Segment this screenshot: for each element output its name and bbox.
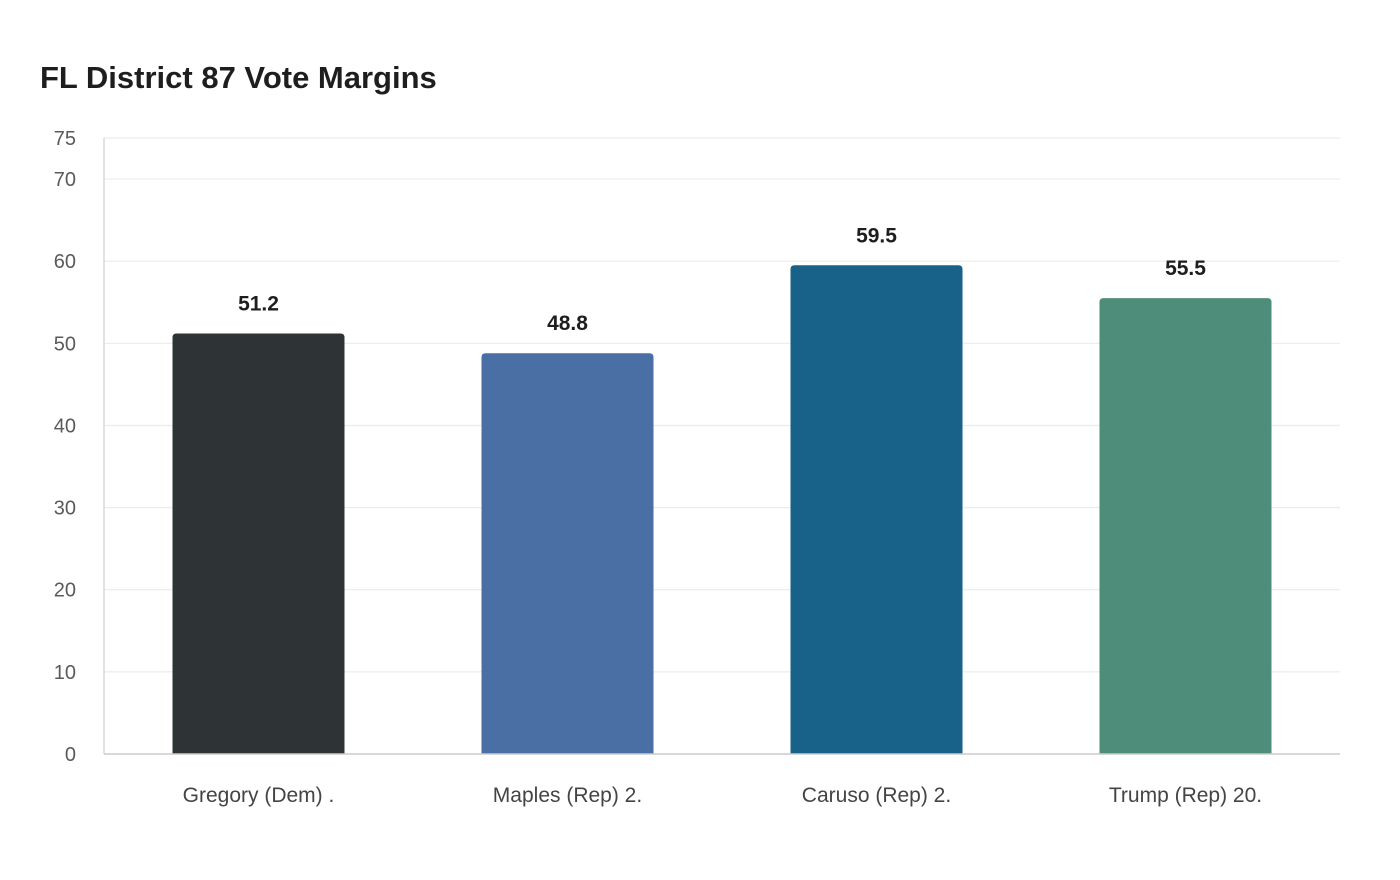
value-label: 59.5 (856, 224, 897, 247)
y-tick-label: 70 (54, 169, 76, 191)
x-tick-label: Gregory (Dem) . (183, 784, 335, 807)
bar (790, 265, 963, 754)
bar (481, 353, 654, 754)
x-axis-labels: Gregory (Dem) . Maples (Rep) 2. Caruso (Re… (183, 784, 1262, 807)
bar (1099, 298, 1272, 754)
x-tick-label: Trump (Rep) 20. (1109, 784, 1262, 807)
y-tick-label: 0 (65, 744, 76, 766)
bars (172, 265, 1272, 754)
y-tick-label: 50 (54, 333, 76, 355)
y-tick-label: 30 (54, 498, 76, 520)
y-tick-label: 20 (54, 580, 76, 602)
x-tick-label: Maples (Rep) 2. (493, 784, 642, 807)
value-label: 48.8 (547, 312, 588, 335)
y-tick-label: 10 (54, 662, 76, 684)
bar (172, 333, 345, 754)
value-label: 55.5 (1165, 257, 1206, 280)
value-labels: 51.2 48.8 59.5 55.5 (238, 224, 1206, 335)
y-axis-ticks: 0 10 20 30 40 50 60 70 75 (54, 128, 76, 766)
y-tick-label: 60 (54, 251, 76, 273)
y-tick-label: 75 (54, 128, 76, 150)
x-tick-label: Caruso (Rep) 2. (802, 784, 951, 807)
chart-title: FL District 87 Vote Margins (40, 60, 437, 95)
value-label: 51.2 (238, 292, 279, 315)
y-tick-label: 40 (54, 415, 76, 437)
